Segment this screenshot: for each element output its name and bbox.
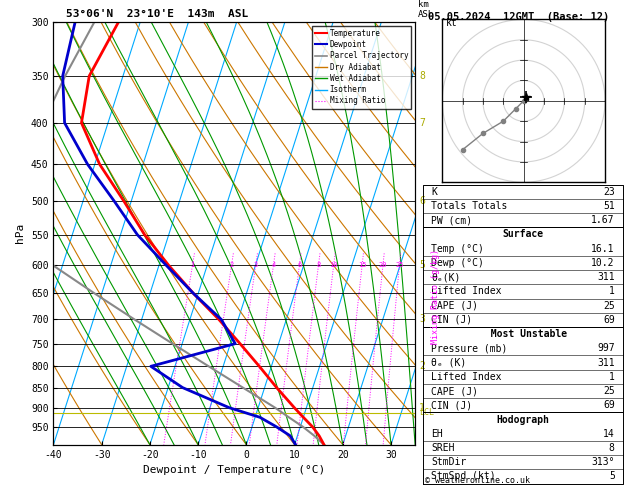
Text: 2: 2 bbox=[230, 262, 233, 268]
Text: 8: 8 bbox=[420, 71, 425, 81]
Text: Hodograph: Hodograph bbox=[496, 415, 550, 425]
Y-axis label: hPa: hPa bbox=[16, 223, 25, 243]
Text: 1: 1 bbox=[609, 286, 615, 296]
Text: 5: 5 bbox=[609, 471, 615, 482]
Text: 6: 6 bbox=[420, 196, 425, 206]
Text: K: K bbox=[431, 187, 437, 197]
Text: LCL: LCL bbox=[420, 408, 434, 417]
Text: 10: 10 bbox=[330, 262, 338, 268]
Text: CAPE (J): CAPE (J) bbox=[431, 301, 478, 311]
Legend: Temperature, Dewpoint, Parcel Trajectory, Dry Adiabat, Wet Adiabat, Isotherm, Mi: Temperature, Dewpoint, Parcel Trajectory… bbox=[312, 26, 411, 108]
Text: Surface: Surface bbox=[503, 229, 543, 240]
Text: Lifted Index: Lifted Index bbox=[431, 372, 502, 382]
Text: Dewp (°C): Dewp (°C) bbox=[431, 258, 484, 268]
Text: Lifted Index: Lifted Index bbox=[431, 286, 502, 296]
Text: 3: 3 bbox=[420, 314, 425, 325]
Text: Temp (°C): Temp (°C) bbox=[431, 243, 484, 254]
Text: 1.67: 1.67 bbox=[591, 215, 615, 226]
Text: 7: 7 bbox=[420, 118, 425, 128]
Text: 25: 25 bbox=[395, 262, 404, 268]
Text: 51: 51 bbox=[603, 201, 615, 211]
Text: 25: 25 bbox=[603, 301, 615, 311]
Text: 53°06'N  23°10'E  143m  ASL: 53°06'N 23°10'E 143m ASL bbox=[66, 9, 248, 19]
Text: 1: 1 bbox=[420, 403, 425, 413]
Text: Most Unstable: Most Unstable bbox=[479, 329, 567, 339]
Text: 8: 8 bbox=[316, 262, 321, 268]
Text: Totals Totals: Totals Totals bbox=[431, 201, 508, 211]
Text: 5: 5 bbox=[420, 260, 425, 270]
Text: SREH: SREH bbox=[431, 443, 455, 453]
Text: 2: 2 bbox=[420, 361, 425, 371]
Text: CIN (J): CIN (J) bbox=[431, 315, 472, 325]
Text: θₑ(K): θₑ(K) bbox=[431, 272, 460, 282]
Text: 311: 311 bbox=[597, 272, 615, 282]
Text: 05.05.2024  12GMT  (Base: 12): 05.05.2024 12GMT (Base: 12) bbox=[428, 12, 609, 22]
Text: 10.2: 10.2 bbox=[591, 258, 615, 268]
Text: 8: 8 bbox=[609, 443, 615, 453]
Text: 1: 1 bbox=[191, 262, 194, 268]
Text: CAPE (J): CAPE (J) bbox=[431, 386, 478, 396]
Text: 4: 4 bbox=[271, 262, 276, 268]
Text: PW (cm): PW (cm) bbox=[431, 215, 472, 226]
Text: StmDir: StmDir bbox=[431, 457, 467, 467]
Text: 20: 20 bbox=[379, 262, 387, 268]
Text: 23: 23 bbox=[603, 187, 615, 197]
Text: Pressure (mb): Pressure (mb) bbox=[431, 343, 508, 353]
Text: 3: 3 bbox=[253, 262, 258, 268]
Text: 6: 6 bbox=[298, 262, 301, 268]
Text: CIN (J): CIN (J) bbox=[431, 400, 472, 410]
Text: 1: 1 bbox=[609, 372, 615, 382]
Text: 997: 997 bbox=[597, 343, 615, 353]
Text: 25: 25 bbox=[603, 386, 615, 396]
Text: 311: 311 bbox=[597, 358, 615, 367]
Text: Mixing Ratio (g/kg): Mixing Ratio (g/kg) bbox=[431, 249, 440, 344]
Text: 16.1: 16.1 bbox=[591, 243, 615, 254]
Text: 14: 14 bbox=[603, 429, 615, 439]
Text: 15: 15 bbox=[358, 262, 366, 268]
Text: 69: 69 bbox=[603, 400, 615, 410]
Text: 313°: 313° bbox=[591, 457, 615, 467]
Text: 69: 69 bbox=[603, 315, 615, 325]
Text: © weatheronline.co.uk: © weatheronline.co.uk bbox=[425, 476, 530, 485]
Text: StmSpd (kt): StmSpd (kt) bbox=[431, 471, 496, 482]
Text: θₑ (K): θₑ (K) bbox=[431, 358, 467, 367]
X-axis label: Dewpoint / Temperature (°C): Dewpoint / Temperature (°C) bbox=[143, 465, 325, 475]
Text: kt: kt bbox=[445, 18, 457, 28]
Text: km
ASL: km ASL bbox=[418, 0, 435, 19]
Text: EH: EH bbox=[431, 429, 443, 439]
